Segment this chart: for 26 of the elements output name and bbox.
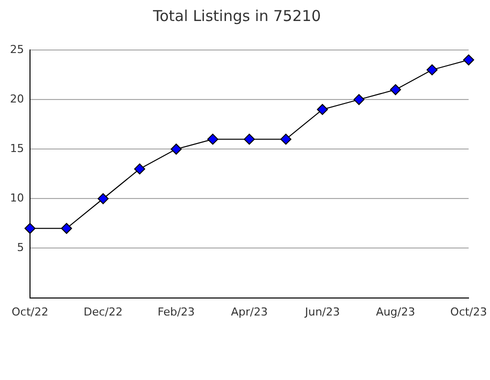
point [170,144,182,155]
point [134,163,146,174]
point [353,94,364,106]
y-tick-label: 10 [10,192,24,205]
y-tick-label: 15 [10,142,24,155]
point [207,134,218,145]
x-tick-label: Feb/23 [158,305,195,318]
y-tick-label: 25 [10,42,24,56]
point [426,64,438,76]
chart-title: Total Listings in 75210 [152,6,321,25]
x-tick-label: Jun/23 [304,305,340,318]
x-tick-label: Dec/22 [84,305,123,318]
x-tick-label: Apr/23 [230,305,268,318]
x-tick-label: Oct/22 [12,305,48,318]
x-tick-label: Oct/23 [450,305,488,318]
y-tick-label: 5 [16,241,24,254]
point [463,54,474,66]
point [24,222,36,234]
point [244,134,255,145]
point [390,84,402,96]
point [280,134,292,145]
point [61,222,72,234]
x-tick-label: Aug/23 [376,305,416,318]
point [98,193,109,204]
point [316,104,328,115]
y-tick-label: 20 [10,92,24,106]
